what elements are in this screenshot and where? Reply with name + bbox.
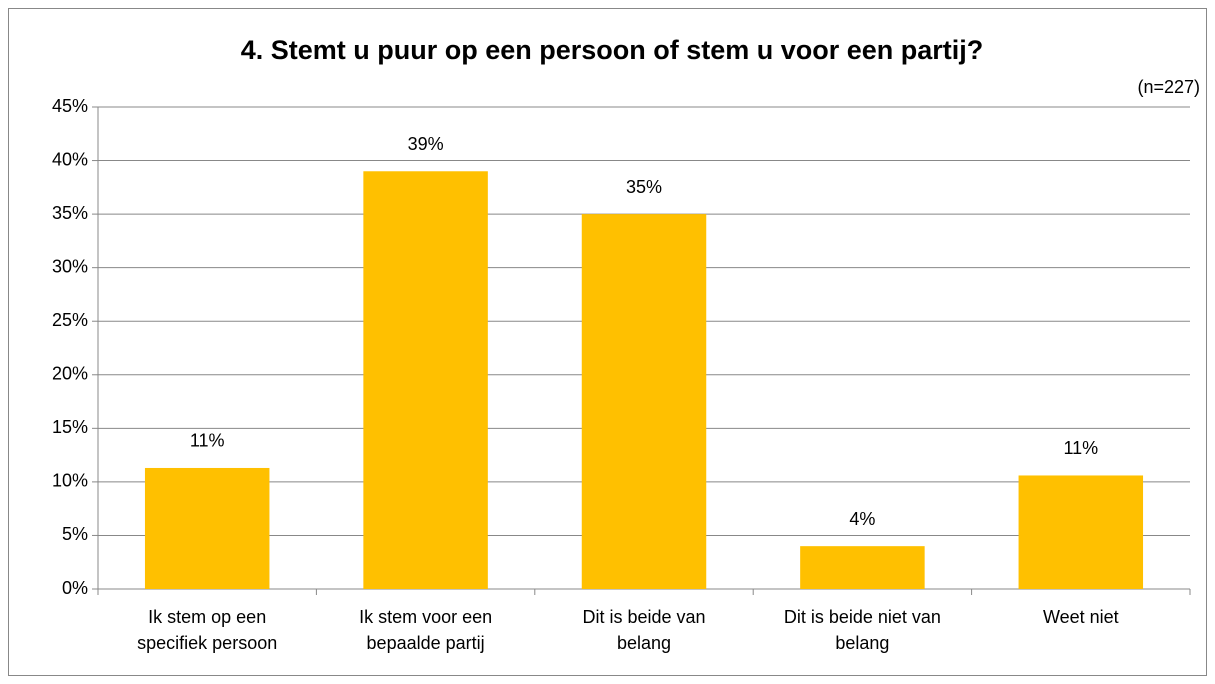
data-label: 39% — [408, 134, 444, 154]
data-label: 35% — [626, 177, 662, 197]
y-tick-label: 5% — [62, 524, 88, 544]
y-tick-label: 20% — [52, 364, 88, 384]
data-label: 11% — [1063, 438, 1098, 458]
y-tick-label: 35% — [52, 203, 88, 223]
y-tick-label: 10% — [52, 471, 88, 491]
y-tick-label: 40% — [52, 149, 88, 169]
chart-title: 4. Stemt u puur op een persoon of stem u… — [241, 35, 984, 65]
y-tick-label: 0% — [62, 578, 88, 598]
y-tick-label: 15% — [52, 417, 88, 437]
bar — [363, 171, 488, 589]
x-tick-label: Weet niet — [1042, 607, 1119, 627]
x-tick-label: Dit is beide niet van belang — [783, 607, 941, 653]
x-tick-label: Ik stem op een specifiek persoon — [137, 607, 278, 653]
data-label: 11% — [190, 431, 225, 451]
bar — [144, 467, 270, 589]
bar — [800, 546, 925, 589]
x-tick-label: Dit is beide van belang — [582, 607, 706, 653]
y-tick-label: 25% — [52, 310, 88, 330]
y-tick-label: 30% — [52, 256, 88, 276]
y-tick-label: 45% — [52, 96, 88, 116]
data-label: 4% — [849, 509, 875, 529]
bar — [1018, 475, 1144, 589]
chart-subtitle: (n=227) — [1137, 77, 1200, 97]
x-tick-label: Ik stem voor een bepaalde partij — [359, 607, 493, 653]
bar — [581, 214, 707, 589]
